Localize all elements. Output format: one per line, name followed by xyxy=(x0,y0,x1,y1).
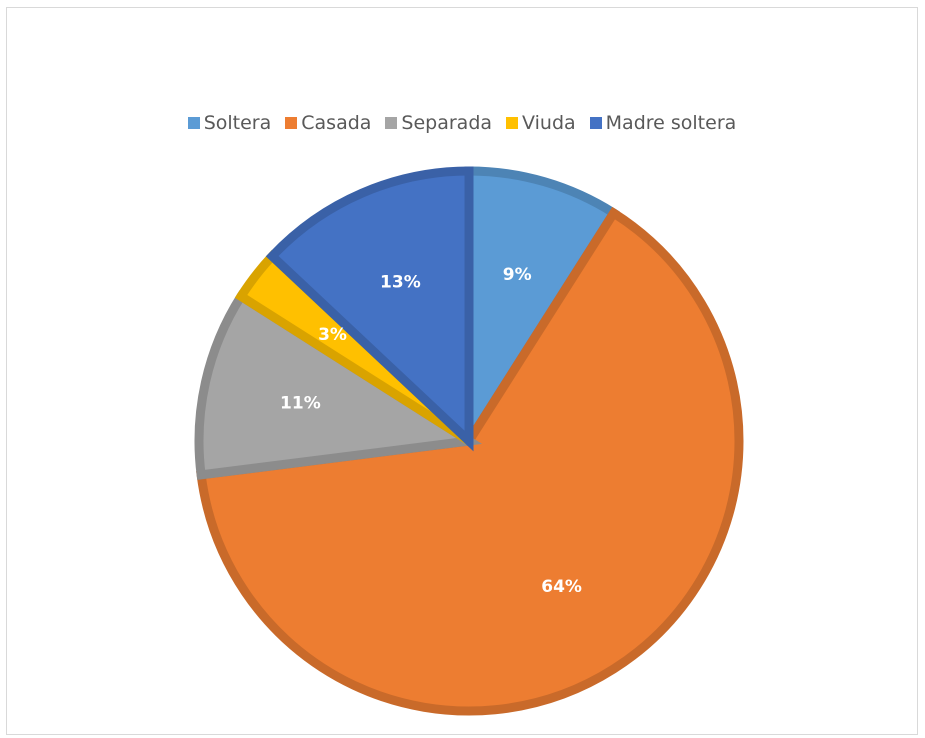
pie-slice-separada xyxy=(194,290,482,480)
legend-item-soltera: Soltera xyxy=(187,112,272,134)
data-label-separada: 11% xyxy=(280,393,321,413)
legend-label-viuda: Viuda xyxy=(522,112,576,134)
legend-item-madre-soltera: Madre soltera xyxy=(589,112,737,134)
data-label-casada: 64% xyxy=(541,577,582,597)
legend-swatch-viuda xyxy=(506,117,519,129)
data-label-viuda: 3% xyxy=(318,325,347,345)
legend-swatch-madre-soltera xyxy=(589,117,602,129)
legend-item-separada: Separada xyxy=(385,112,492,134)
legend: Soltera Casada Separada Viuda Madre solt… xyxy=(7,112,917,134)
legend-label-casada: Casada xyxy=(301,112,372,134)
legend-swatch-soltera xyxy=(187,117,200,129)
pie-slice-soltera xyxy=(464,166,620,457)
pie-slice-casada xyxy=(196,206,744,716)
pie-slice-madre-soltera xyxy=(265,166,474,452)
legend-label-soltera: Soltera xyxy=(203,112,272,134)
legend-item-viuda: Viuda xyxy=(506,112,576,134)
data-label-soltera: 9% xyxy=(503,265,532,285)
legend-swatch-separada xyxy=(385,117,398,129)
legend-label-madre-soltera: Madre soltera xyxy=(605,112,737,134)
legend-label-separada: Separada xyxy=(401,112,493,134)
legend-swatch-casada xyxy=(285,117,298,129)
data-label-madre-soltera: 13% xyxy=(380,272,421,292)
legend-item-casada: Casada xyxy=(285,112,371,134)
